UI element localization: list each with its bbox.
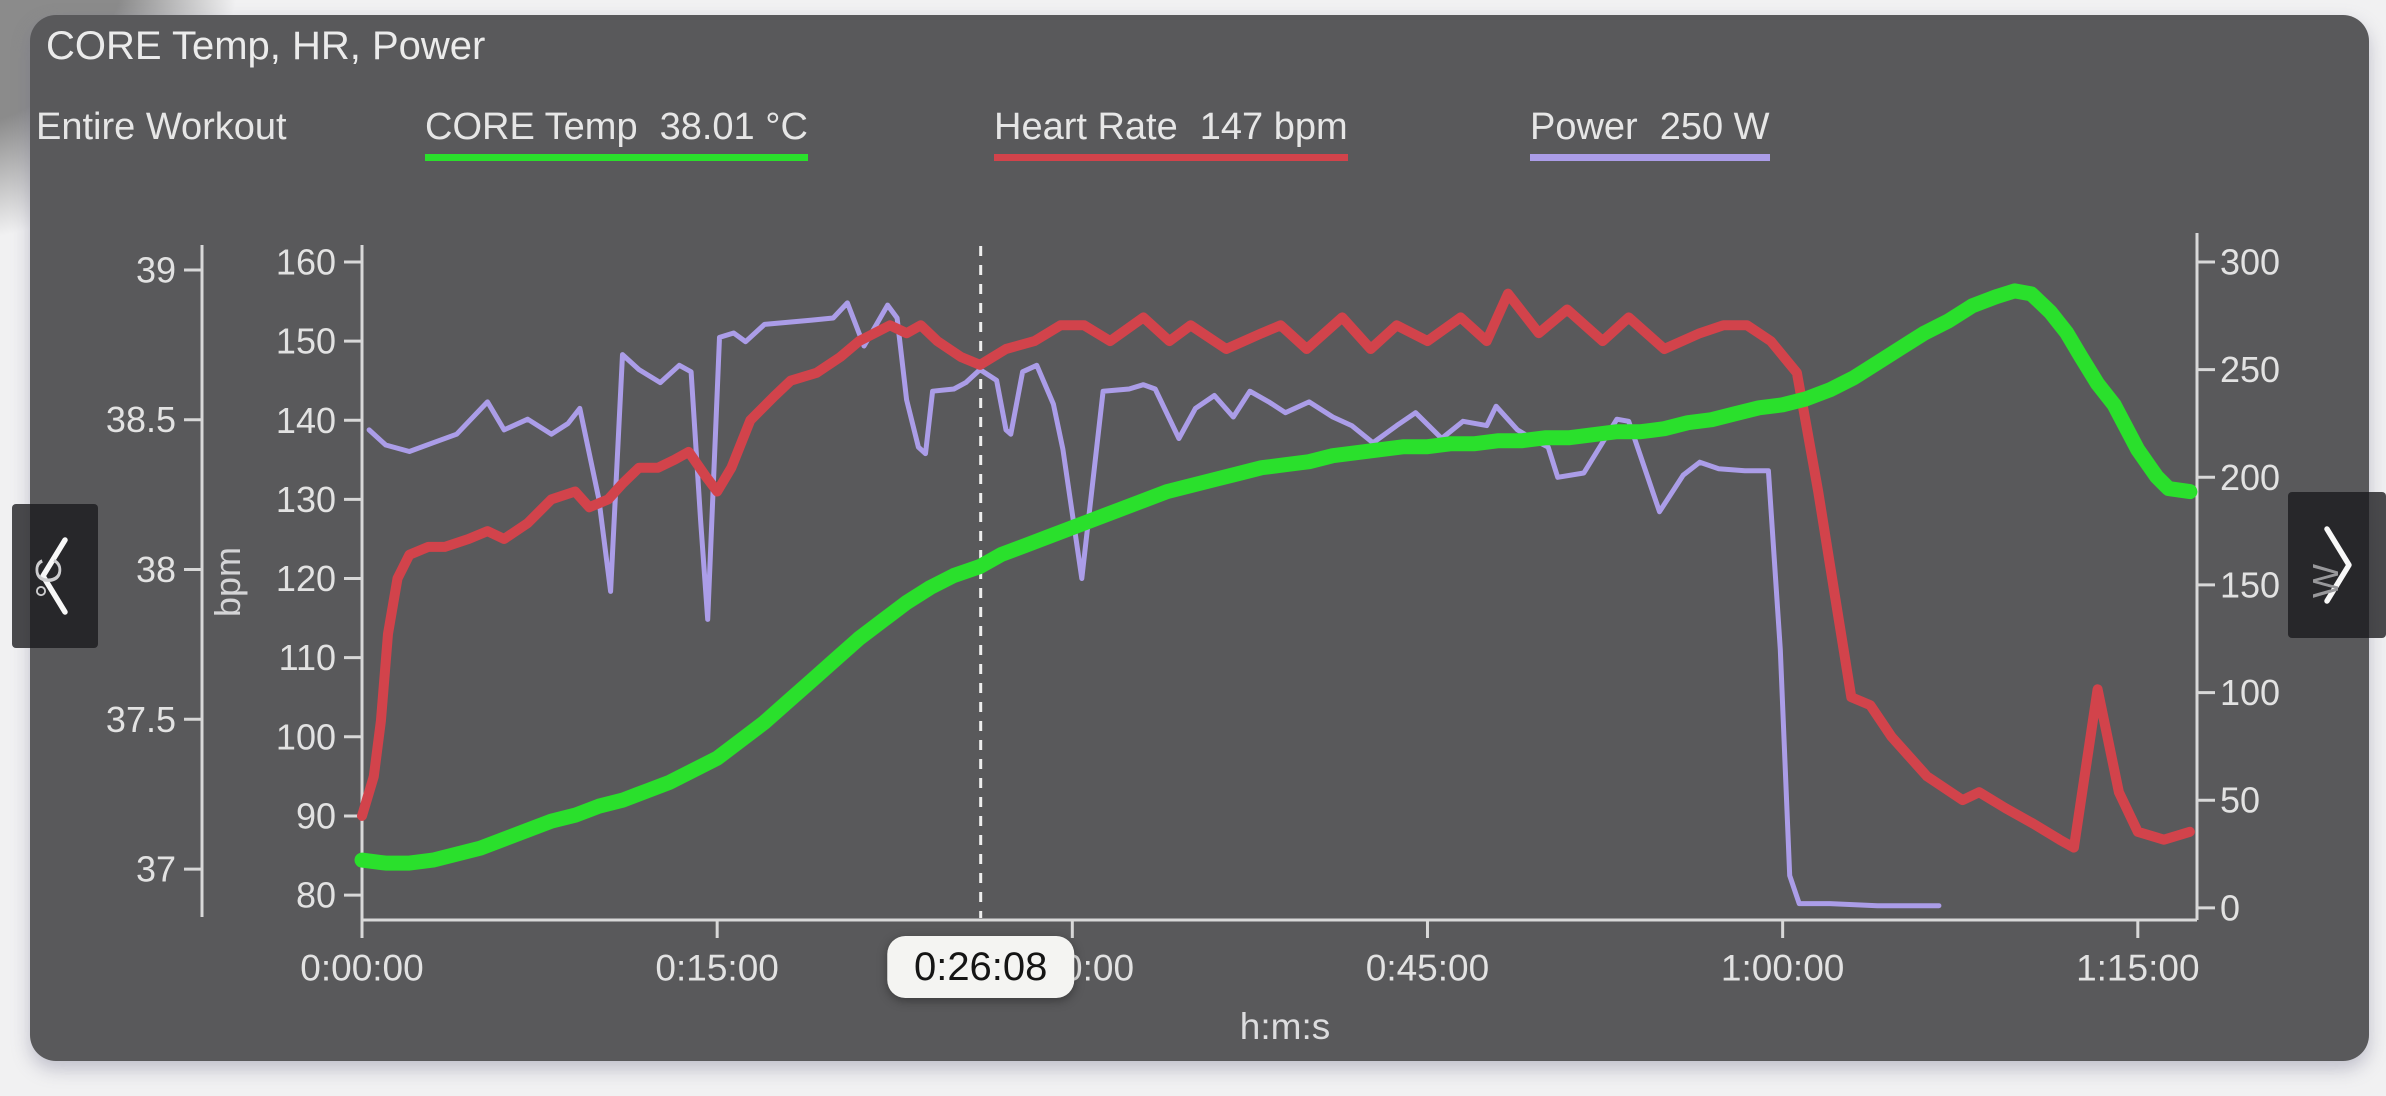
bpm-axis-tick-label: 140 [276, 400, 336, 441]
power-axis-tick-label: 150 [2220, 564, 2280, 605]
legend-value: 250 W [1659, 106, 1770, 148]
bpm-axis-tick-label: 120 [276, 558, 336, 599]
power-axis-tick-label: 100 [2220, 672, 2280, 713]
temp-axis-unit-label: °C [28, 557, 69, 599]
power-axis-tick-label: 0 [2220, 887, 2240, 928]
bpm-axis-tick-label: 100 [276, 716, 336, 757]
x-axis-tick-label: 0:45:00 [1366, 948, 1489, 989]
range-selector-label: Entire Workout [36, 106, 287, 148]
series-power-line [366, 300, 1942, 909]
chevron-right-icon [2324, 526, 2352, 604]
legend-item-power: Power 250 W [1530, 106, 1770, 161]
cursor-time-tooltip[interactable]: 0:26:08 [886, 936, 1075, 998]
x-axis-tick-label: 0:15:00 [655, 948, 778, 989]
legend-label: CORE Temp [425, 106, 638, 148]
chart-title: CORE Temp, HR, Power [46, 24, 486, 68]
series-heart-rate-line [357, 288, 2195, 853]
range-selector[interactable]: Entire Workout [36, 106, 287, 154]
chevron-left-icon [40, 537, 68, 615]
chart-plot-area[interactable] [362, 240, 2197, 920]
temp-axis-tick-label: 39 [136, 249, 176, 290]
temp-axis-tick-label: 37.5 [106, 699, 176, 740]
power-axis-tick-label: 200 [2220, 457, 2280, 498]
x-axis-tick-label: 1:15:00 [2076, 948, 2199, 989]
bpm-axis-tick-label: 150 [276, 321, 336, 362]
series-core-temp-line [354, 283, 2198, 871]
temp-axis-tick-label: 38.5 [106, 399, 176, 440]
power-axis-tick-label: 250 [2220, 349, 2280, 390]
legend-value: 38.01 °C [659, 106, 808, 148]
prev-chart-button[interactable] [12, 504, 98, 648]
power-axis-tick-label: 300 [2220, 242, 2280, 283]
legend-item-core-temp: CORE Temp 38.01 °C [425, 106, 808, 161]
bpm-axis-tick-label: 90 [296, 795, 336, 836]
legend-label: Heart Rate [994, 106, 1178, 148]
bpm-axis-unit-label: bpm [207, 546, 248, 618]
bpm-axis-tick-label: 110 [279, 637, 336, 678]
bpm-axis-tick-label: 130 [276, 479, 336, 520]
x-axis-tick-label: 1:00:00 [1721, 948, 1844, 989]
legend-item-heart-rate: Heart Rate 147 bpm [994, 106, 1348, 161]
bpm-axis-tick-label: 80 [296, 875, 336, 916]
legend-value: 147 bpm [1199, 106, 1348, 148]
power-axis-tick-label: 50 [2220, 780, 2260, 821]
x-axis-unit-label: h:m:s [1239, 1006, 1331, 1047]
x-axis-tick-label: 0:00:00 [300, 948, 423, 989]
legend-label: Power [1530, 106, 1638, 148]
next-chart-button[interactable] [2288, 492, 2386, 638]
temp-axis-tick-label: 37 [136, 849, 176, 890]
temp-axis-tick-label: 38 [136, 549, 176, 590]
chart-card [30, 15, 2369, 1061]
bpm-axis-tick-label: 160 [276, 241, 336, 282]
power-axis-unit-label: W [2305, 564, 2346, 598]
